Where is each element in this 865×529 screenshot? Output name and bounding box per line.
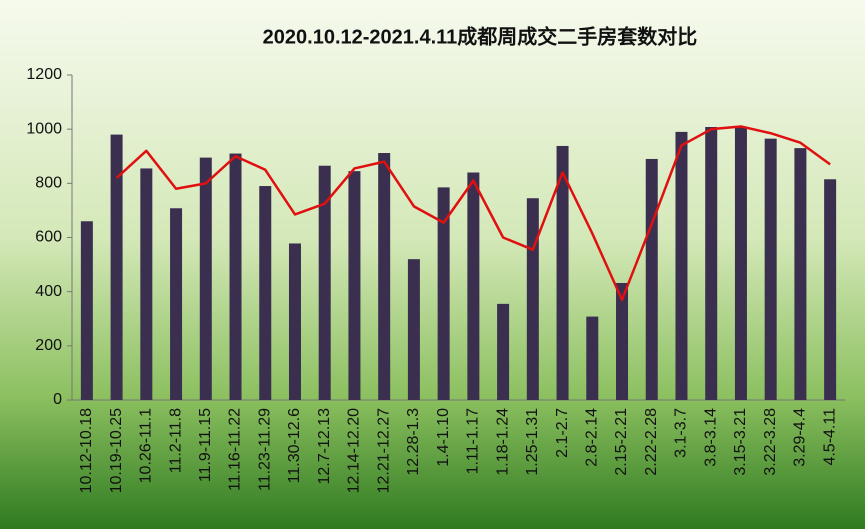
bar — [526, 198, 539, 400]
y-tick-label: 0 — [53, 391, 62, 408]
x-tick-label: 3.8-3.14 — [702, 408, 719, 467]
bar — [348, 171, 361, 400]
bar — [199, 157, 212, 400]
x-tick-label: 11.2-11.8 — [167, 408, 184, 473]
bar — [556, 145, 569, 400]
x-tick-label: 2.8-2.14 — [584, 408, 601, 467]
x-tick-label: 1.18-1.24 — [494, 408, 511, 476]
bar — [110, 134, 123, 401]
bar — [497, 303, 510, 400]
y-tick-label: 1000 — [26, 120, 62, 137]
x-tick-label: 1.11-1.17 — [465, 408, 482, 475]
bar — [794, 148, 807, 400]
x-tick-label: 12.7-12.13 — [316, 408, 333, 485]
x-tick-label: 12.28-1.3 — [405, 408, 422, 476]
x-tick-label: 11.9-11.15 — [197, 408, 214, 482]
bar — [437, 187, 450, 400]
bar — [705, 127, 718, 400]
bar — [288, 243, 301, 400]
x-tick-label: 2.15-2.21 — [613, 408, 630, 476]
y-tick-label: 400 — [35, 283, 62, 300]
bar — [586, 316, 599, 400]
x-tick-label: 4.5-4.11 — [821, 408, 838, 466]
bar — [616, 283, 629, 400]
x-tick-label: 12.14-12.20 — [346, 408, 363, 494]
y-tick-label: 600 — [35, 229, 62, 246]
bar — [378, 153, 391, 400]
x-tick-label: 1.25-1.31 — [524, 408, 541, 476]
x-tick-label: 1.4-1.10 — [435, 408, 452, 467]
x-tick-label: 3.22-3.28 — [762, 408, 779, 476]
bar — [645, 158, 658, 400]
x-tick-label: 10.19-10.25 — [108, 408, 125, 494]
x-tick-label: 3.15-3.21 — [732, 408, 749, 476]
y-tick-label: 200 — [35, 337, 62, 354]
chart-title: 2020.10.12-2021.4.11成都周成交二手房套数对比 — [263, 24, 698, 48]
x-tick-label: 11.16-11.22 — [227, 408, 244, 491]
x-tick-label: 10.26-11.1 — [138, 408, 155, 483]
bar — [467, 172, 480, 400]
bar — [140, 168, 153, 400]
x-tick-label: 11.30-12.6 — [286, 408, 303, 483]
x-tick-label: 11.23-11.29 — [256, 408, 273, 491]
bar — [170, 208, 183, 400]
bar — [734, 127, 747, 400]
x-tick-label: 12.21-12.27 — [375, 408, 392, 494]
x-tick-label: 2.1-2.7 — [554, 408, 571, 458]
bar — [229, 153, 242, 400]
line — [115, 125, 831, 302]
bar — [824, 179, 837, 400]
y-tick-label: 800 — [35, 175, 62, 192]
x-tick-label: 3.1-3.7 — [673, 408, 690, 458]
x-tick-label: 3.29-4.4 — [792, 408, 809, 467]
x-tick-label: 2.22-2.28 — [643, 408, 660, 476]
bar — [80, 221, 93, 400]
bar — [259, 186, 272, 400]
y-tick-label: 1200 — [26, 66, 62, 83]
bar — [764, 138, 777, 401]
bar — [407, 259, 420, 400]
bar — [675, 131, 688, 400]
bar — [318, 165, 331, 400]
x-tick-label: 10.12-10.18 — [78, 408, 95, 494]
